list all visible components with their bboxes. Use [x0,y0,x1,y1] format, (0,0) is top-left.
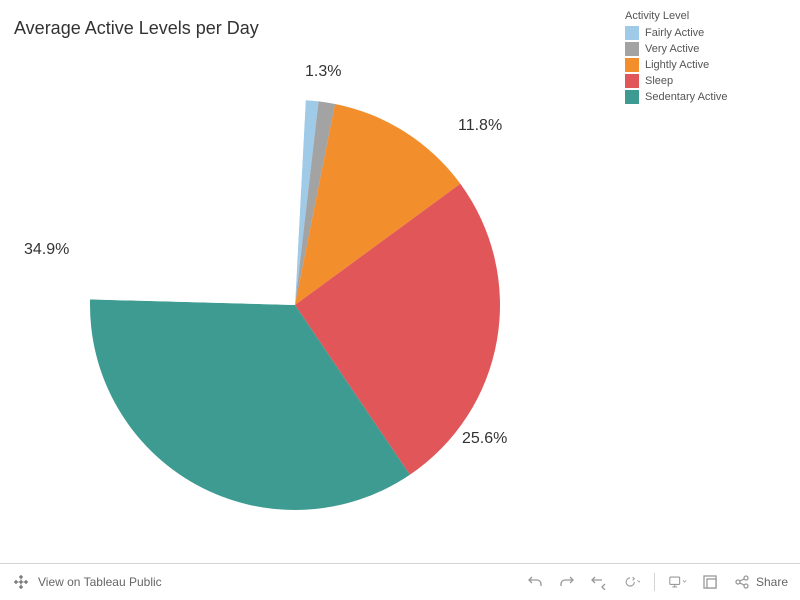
legend-label: Very Active [645,43,699,55]
legend-swatch [625,90,639,104]
legend-label: Lightly Active [645,59,709,71]
refresh-icon[interactable] [622,573,640,591]
revert-icon[interactable] [590,573,608,591]
legend-item[interactable]: Lightly Active [625,58,790,72]
legend-item[interactable]: Very Active [625,42,790,56]
legend-swatch [625,26,639,40]
legend-label: Sleep [645,75,673,87]
toolbar: View on Tableau Public Share [0,563,800,600]
share-button[interactable]: Share [733,573,788,591]
share-icon [733,573,751,591]
legend-label: Sedentary Active [645,91,728,103]
view-on-tableau-link[interactable]: View on Tableau Public [38,575,162,589]
legend-label: Fairly Active [645,27,704,39]
undo-icon[interactable] [526,573,544,591]
legend-item[interactable]: Sleep [625,74,790,88]
legend-item[interactable]: Fairly Active [625,26,790,40]
pie-label: 25.6% [462,430,507,448]
redo-icon[interactable] [558,573,576,591]
fullscreen-icon[interactable] [701,573,719,591]
tableau-logo-icon[interactable] [12,573,30,591]
legend: Activity Level Fairly Active Very Active L… [625,10,790,106]
toolbar-right: Share [526,573,788,591]
pie-label: 11.8% [458,117,502,135]
legend-swatch [625,58,639,72]
chart-container: Average Active Levels per Day 1.3% 11.8% 2… [0,0,800,563]
presentation-icon[interactable] [669,573,687,591]
pie-label: 34.9% [24,241,69,259]
toolbar-separator [654,573,655,591]
share-label: Share [756,575,788,589]
legend-title: Activity Level [625,10,790,22]
pie-label: 1.3% [305,63,341,81]
legend-swatch [625,42,639,56]
legend-swatch [625,74,639,88]
toolbar-left: View on Tableau Public [12,573,162,591]
legend-item[interactable]: Sedentary Active [625,90,790,104]
pie-slice-remainder[interactable] [90,100,306,305]
chart-title: Average Active Levels per Day [14,18,259,39]
